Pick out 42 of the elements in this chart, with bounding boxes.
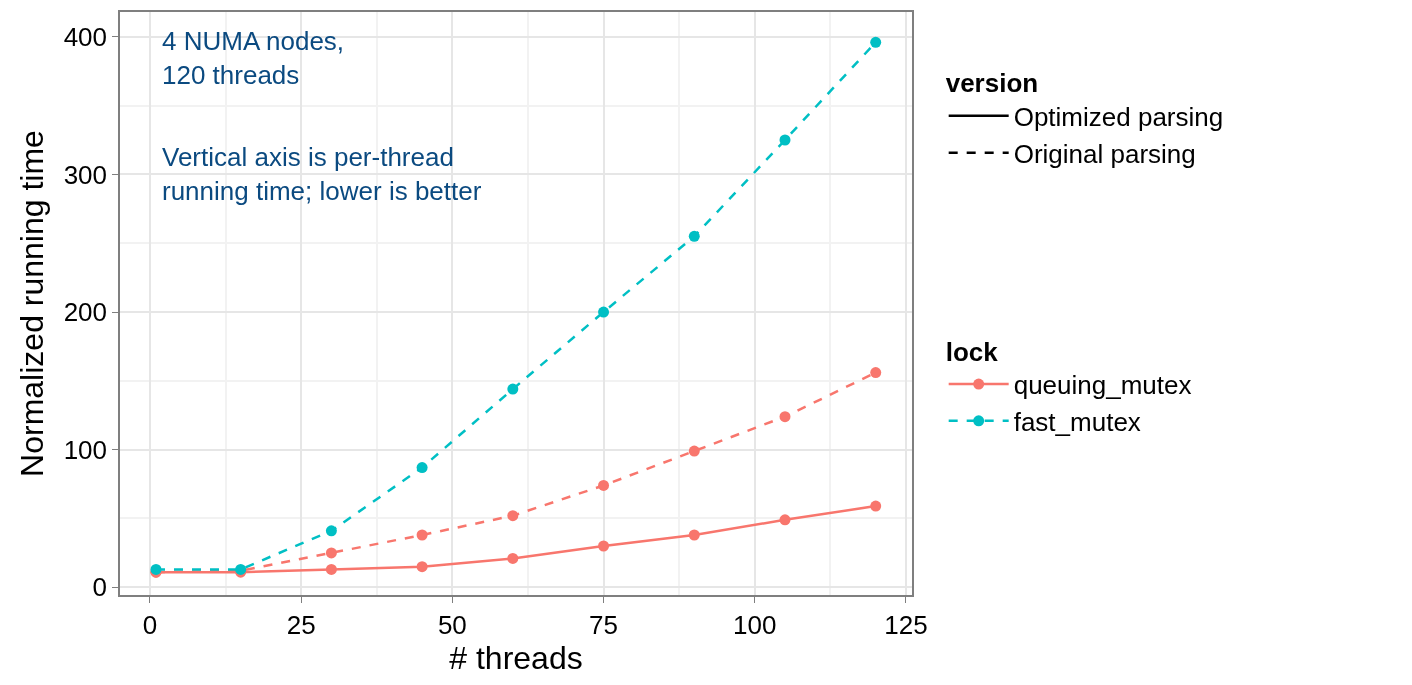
annotation: Vertical axis is per-thread running time; lower is better	[162, 142, 482, 206]
legend-label: fast_mutex	[1013, 406, 1141, 437]
annotation: 4 NUMA nodes, 120 threads	[162, 26, 345, 90]
x-tick-label: 100	[733, 609, 777, 640]
point	[598, 306, 610, 318]
x-axis-title: # threads	[449, 640, 583, 677]
point	[598, 540, 610, 552]
point	[325, 547, 337, 559]
text: Original parsing	[1013, 138, 1196, 169]
text: lock	[945, 336, 998, 367]
y-tick-label: 300	[63, 159, 108, 190]
point	[688, 230, 700, 242]
point	[507, 552, 519, 564]
point	[325, 525, 337, 537]
y-axis-title: Normalized running time	[14, 130, 51, 477]
point	[870, 500, 882, 512]
point	[416, 462, 428, 474]
point	[779, 134, 791, 146]
point	[688, 445, 700, 457]
point	[870, 36, 882, 48]
text: Optimized parsing	[1013, 101, 1224, 132]
y-tick-label: 400	[63, 21, 108, 52]
point	[779, 514, 791, 526]
point	[507, 383, 519, 395]
point	[870, 367, 882, 379]
x-tick-label: 25	[286, 609, 316, 640]
x-tick-label: 75	[589, 609, 619, 640]
point	[598, 479, 610, 491]
y-tick-label: 100	[63, 434, 108, 465]
y-tick-label: 0	[92, 572, 108, 603]
text: version	[945, 68, 1039, 99]
point	[416, 561, 428, 573]
y-tick-label: 200	[63, 297, 108, 328]
legend-label: queuing_mutex	[1013, 370, 1192, 401]
point	[325, 563, 337, 575]
x-tick-label: 0	[142, 609, 158, 640]
point	[779, 411, 791, 423]
x-tick-label: 125	[884, 609, 928, 640]
point	[688, 529, 700, 541]
point	[507, 510, 519, 522]
point	[416, 529, 428, 541]
x-tick-label: 50	[437, 609, 467, 640]
